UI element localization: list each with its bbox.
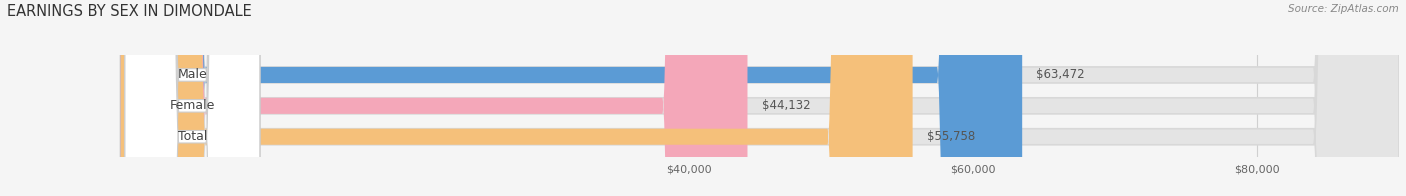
Text: $44,132: $44,132	[762, 99, 810, 112]
Text: $55,758: $55,758	[927, 130, 976, 143]
FancyBboxPatch shape	[125, 0, 260, 196]
Text: $63,472: $63,472	[1036, 68, 1085, 82]
Text: Female: Female	[170, 99, 215, 112]
Text: EARNINGS BY SEX IN DIMONDALE: EARNINGS BY SEX IN DIMONDALE	[7, 4, 252, 19]
FancyBboxPatch shape	[125, 0, 260, 196]
FancyBboxPatch shape	[121, 0, 748, 196]
Text: Total: Total	[177, 130, 207, 143]
FancyBboxPatch shape	[121, 0, 1399, 196]
Text: Source: ZipAtlas.com: Source: ZipAtlas.com	[1288, 4, 1399, 14]
FancyBboxPatch shape	[121, 0, 1399, 196]
FancyBboxPatch shape	[125, 0, 260, 196]
FancyBboxPatch shape	[121, 0, 1399, 196]
FancyBboxPatch shape	[121, 0, 1022, 196]
Text: Male: Male	[177, 68, 207, 82]
FancyBboxPatch shape	[121, 0, 912, 196]
